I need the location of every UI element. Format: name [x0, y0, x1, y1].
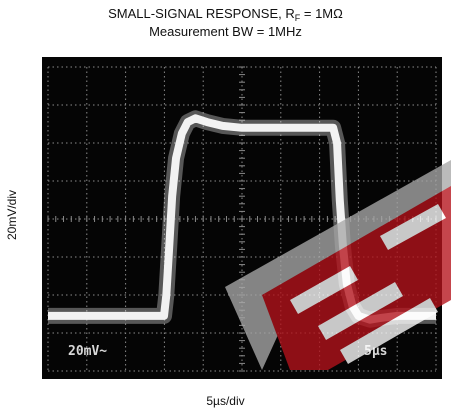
chart-title-subscript: F [294, 13, 301, 23]
chart-title-rest: = 1MΩ [300, 6, 343, 21]
chart-title: SMALL-SIGNAL RESPONSE, RF = 1MΩ [0, 6, 451, 23]
timebase-readout: 5µs [364, 344, 387, 359]
chart-subtitle: Measurement BW = 1MHz [149, 24, 302, 39]
x-axis-label: 5µs/div [206, 394, 245, 408]
channel-readout: 20mV~ [68, 344, 107, 359]
oscilloscope-screen: 20mV~ 5µs [42, 57, 442, 379]
chart-title-main: SMALL-SIGNAL RESPONSE, R [108, 6, 295, 21]
y-axis-label: 20mV/div [5, 189, 19, 241]
scope-plot: 20mV~ 5µs [47, 66, 437, 372]
